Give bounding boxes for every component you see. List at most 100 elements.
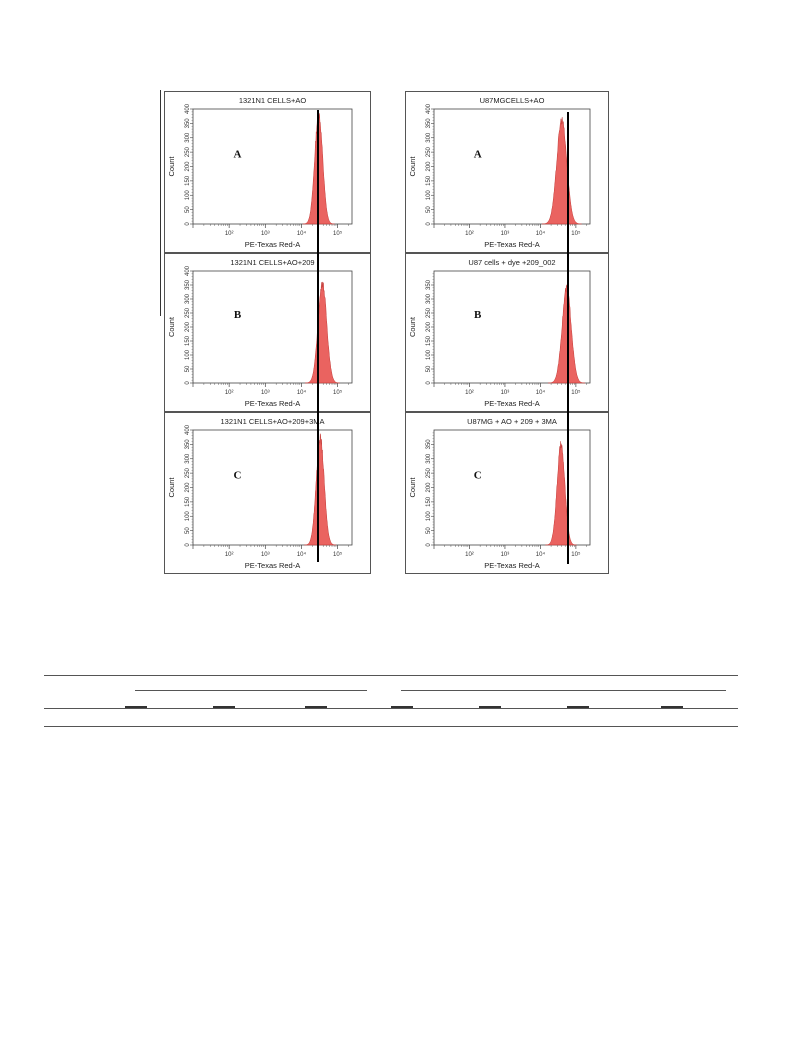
chart-title: U87MG + AO + 209 + 3MA [467,417,557,426]
y-tick-label: 350 [185,439,191,450]
histogram-svg: 1321N1 CELLS+AO+209+3MA 0 50 100 150 200 250 30… [167,417,353,570]
y-tick-label: 100 [426,511,432,522]
y-tick-label: 300 [185,293,191,304]
plot-frame [192,108,353,225]
histogram-peak [547,284,586,384]
y-tick-label: 200 [426,161,432,172]
y-axis-label: Count [408,156,417,177]
y-tick-label: 200 [426,321,432,332]
histogram-peak [304,281,340,384]
table-group-rule-right [401,690,726,691]
x-tick-label: 10⁴ [536,551,546,558]
y-tick-label: 50 [426,365,432,372]
y-axis-label: Count [167,316,176,337]
x-tick-label: 10⁵ [333,230,343,237]
plot-frame [192,429,353,546]
x-tick-label: 10⁴ [536,230,546,237]
histogram-svg: U87 cells + dye +209_002 0 50 100 150 200 250 3… [408,258,591,408]
x-tick-label: 10³ [501,552,510,558]
x-tick-label: 10⁵ [571,389,581,396]
x-tick-label: 10² [465,390,474,396]
y-tick-label: 100 [185,349,191,360]
chart-title: U87 cells + dye +209_002 [468,258,555,267]
x-tick-label: 10⁴ [297,551,307,558]
panel-letter: B [474,309,482,321]
histogram-panel-1321n1-b: 1321N1 CELLS+AO+209 0 50 100 150 200 250 300 350… [164,253,371,412]
chart-title: 1321N1 CELLS+AO+209+3MA [220,417,324,426]
y-tick-label: 150 [426,335,432,346]
y-tick-label: 0 [185,222,191,226]
reference-line-right [567,112,569,564]
y-tick-label: 0 [185,381,191,385]
x-tick-label: 10⁵ [571,551,581,558]
y-tick-label: 350 [426,118,432,129]
y-tick-label: 300 [426,453,432,464]
y-tick-label: 100 [185,190,191,201]
y-tick-label: 200 [185,161,191,172]
table-col-tick [125,706,147,708]
x-axis-label: PE-Texas Red-A [484,399,539,408]
table-col-tick [305,706,327,708]
y-tick-label: 250 [185,467,191,478]
chart-title: 1321N1 CELLS+AO+209 [230,258,314,267]
flow-cytometry-figure: 1321N1 CELLS+AO 0 50 100 150 200 250 300 350 400 C… [160,90,609,574]
y-tick-label: 250 [426,307,432,318]
x-tick-label: 10⁵ [571,230,581,237]
panel-letter: B [234,309,242,321]
y-axis-label: Count [167,156,176,177]
y-tick-label: 150 [185,496,191,507]
chart-title: U87MGCELLS+AO [480,96,545,105]
y-tick-label: 100 [426,190,432,201]
histogram-peak [545,441,577,546]
y-tick-label: 0 [185,543,191,547]
y-tick-label: 50 [185,365,191,372]
table-col-tick [391,706,413,708]
histogram-panel-u87-a: U87MGCELLS+AO 0 50 100 150 200 250 300 350 400 Cou… [405,91,609,253]
panel-letter: A [474,148,482,160]
x-tick-label: 10³ [261,390,270,396]
x-tick-label: 10² [225,552,234,558]
y-tick-label: 50 [426,206,432,213]
y-tick-label: 300 [426,293,432,304]
y-tick-label: 150 [185,175,191,186]
x-axis-label: PE-Texas Red-A [484,240,539,249]
table-col-tick [567,706,589,708]
table-top-rule [44,675,738,676]
table-group-rule-left [135,690,367,691]
histogram-svg: 1321N1 CELLS+AO 0 50 100 150 200 250 300 350 400 C… [167,96,353,249]
histogram-panel-u87-b: U87 cells + dye +209_002 0 50 100 150 200 250 3… [405,253,609,412]
y-axis-label: Count [167,477,176,498]
x-tick-label: 10² [465,552,474,558]
x-axis-label: PE-Texas Red-A [245,399,300,408]
table-bottom-rule [44,726,738,727]
table-header-rule [44,708,738,709]
y-tick-label: 300 [185,132,191,143]
chart-title: 1321N1 CELLS+AO [239,96,307,105]
y-tick-label: 50 [185,206,191,213]
x-tick-label: 10³ [501,390,510,396]
x-tick-label: 10² [465,231,474,237]
y-tick-label: 0 [426,543,432,547]
y-tick-label: 150 [426,496,432,507]
x-tick-label: 10⁴ [297,389,307,396]
y-tick-label: 100 [185,511,191,522]
x-tick-label: 10⁵ [333,551,343,558]
margin-rule [160,90,161,316]
x-axis-label: PE-Texas Red-A [245,240,300,249]
histogram-peak [541,117,582,225]
histogram-panel-1321n1-a: 1321N1 CELLS+AO 0 50 100 150 200 250 300 350 400 C… [164,91,371,253]
x-tick-label: 10² [225,390,234,396]
histogram-svg: U87MGCELLS+AO 0 50 100 150 200 250 300 350 400 Cou… [408,96,591,249]
y-tick-label: 400 [185,265,191,276]
y-tick-label: 300 [185,453,191,464]
y-tick-label: 400 [185,103,191,114]
table-col-tick [661,706,683,708]
x-tick-label: 10² [225,231,234,237]
y-tick-label: 50 [426,527,432,534]
panel-letter: C [474,469,482,481]
x-tick-label: 10⁴ [297,230,307,237]
y-tick-label: 400 [426,103,432,114]
y-tick-label: 300 [426,132,432,143]
x-tick-label: 10⁵ [333,389,343,396]
y-tick-label: 400 [185,424,191,435]
